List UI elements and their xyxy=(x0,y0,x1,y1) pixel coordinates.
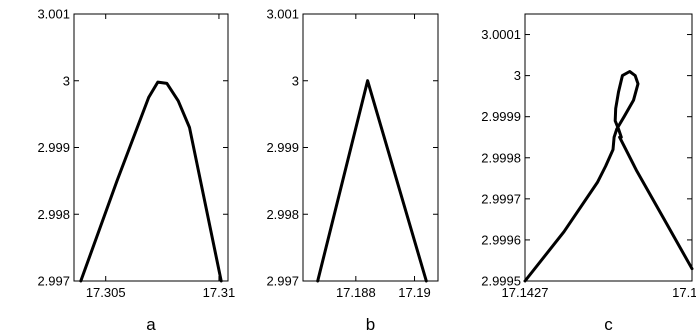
y-tick-label: 2.997 xyxy=(266,274,299,289)
axes-frame xyxy=(524,13,693,282)
x-tick-label: 17.305 xyxy=(86,285,126,300)
y-tick-label: 3 xyxy=(63,73,70,88)
x-tick-label: 17.31 xyxy=(203,285,236,300)
y-tick-label: 3.001 xyxy=(37,7,70,22)
y-tick-label: 3 xyxy=(514,68,521,83)
y-tick-label: 2.9999 xyxy=(481,109,521,124)
y-tick-label: 2.9997 xyxy=(481,191,521,206)
panel-label: b xyxy=(366,315,375,334)
y-tick-label: 3 xyxy=(292,73,299,88)
panel-c: 2.9995 2.9996 2.9997 2.9998 2.9999 3 3.0001 17.… xyxy=(481,13,696,334)
y-tick-label: 2.998 xyxy=(266,207,299,222)
axes-frame xyxy=(302,13,439,282)
axes-frame xyxy=(73,13,229,282)
y-tick-label: 2.998 xyxy=(37,207,70,222)
series-line xyxy=(523,70,694,283)
panel-label: a xyxy=(146,315,156,334)
panel-a: 2.997 2.998 2.999 3 3.001 17.305 17.31 a xyxy=(37,7,235,335)
x-tick-label: 17.188 xyxy=(336,285,376,300)
y-tick-label: 2.997 xyxy=(37,274,70,289)
y-tick-label: 2.9995 xyxy=(481,274,521,289)
panel-b: 2.997 2.998 2.999 3 3.001 17.188 17.19 b xyxy=(266,7,439,334)
x-tick-label: 17.143 xyxy=(672,285,696,300)
x-tick-label: 17.1427 xyxy=(502,285,549,300)
series-line xyxy=(79,80,223,283)
x-tick-label: 17.19 xyxy=(398,285,431,300)
y-tick-label: 2.9996 xyxy=(481,232,521,247)
panel-label: c xyxy=(604,315,613,334)
y-tick-label: 2.999 xyxy=(266,140,299,155)
y-tick-label: 3.0001 xyxy=(481,27,521,42)
y-tick-label: 2.9998 xyxy=(481,150,521,165)
y-tick-label: 3.001 xyxy=(266,7,299,22)
y-tick-label: 2.999 xyxy=(37,140,70,155)
series-line xyxy=(316,79,428,283)
